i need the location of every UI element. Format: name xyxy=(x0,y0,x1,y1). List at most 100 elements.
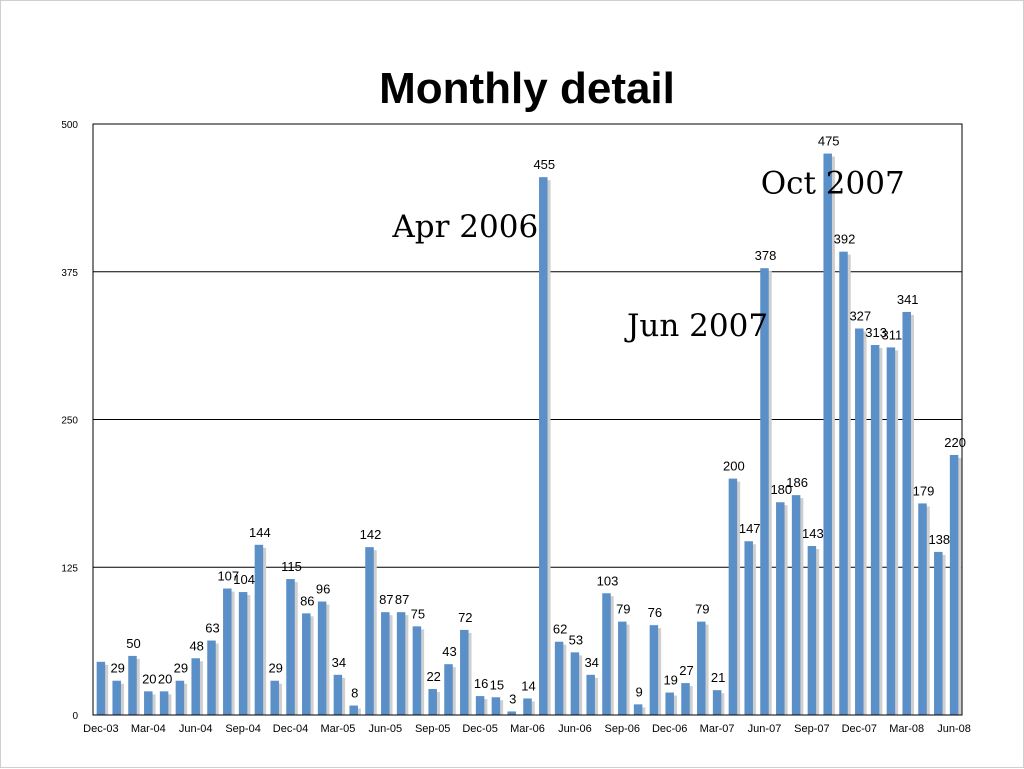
bar-Sep-06 xyxy=(618,621,627,715)
data-label-Apr-06: 455 xyxy=(533,157,555,172)
data-label-Dec-04: 115 xyxy=(281,559,302,574)
bar-Jan-04 xyxy=(112,680,121,715)
data-label-Mar-04: 20 xyxy=(142,671,156,686)
bar-Jul-04 xyxy=(207,640,216,715)
bar-Oct-07 xyxy=(823,153,832,716)
data-label-Nov-07: 392 xyxy=(834,232,856,247)
bar-Aug-06 xyxy=(602,593,611,715)
x-tick-label-Dec-07: Dec-07 xyxy=(842,723,877,735)
data-label-Jul-04: 63 xyxy=(205,621,219,636)
data-label-Feb-08: 311 xyxy=(882,327,903,342)
bar-Sep-04 xyxy=(238,592,248,715)
data-label-Mar-06: 14 xyxy=(521,678,535,693)
data-label-Sep-07: 143 xyxy=(802,526,824,541)
bar-Dec-06 xyxy=(665,692,674,715)
data-label-Aug-04: 107 xyxy=(217,569,239,584)
data-label-Aug-05: 75 xyxy=(411,606,425,621)
data-label-Apr-05: 8 xyxy=(351,686,358,701)
data-label-May-06: 62 xyxy=(553,622,567,637)
data-label-Aug-06: 103 xyxy=(597,573,619,588)
bar-Jul-05 xyxy=(396,612,406,715)
data-label-Oct-07: 475 xyxy=(818,134,840,149)
bar-Nov-05 xyxy=(460,629,469,715)
bar-Apr-04 xyxy=(159,691,169,715)
x-tick-label-Sep-05: Sep-05 xyxy=(415,723,450,735)
bar-Dec-07 xyxy=(855,328,864,715)
bar-Mar-06 xyxy=(523,698,532,715)
bar-Dec-03 xyxy=(96,661,106,715)
y-tick-label-375: 375 xyxy=(61,268,78,279)
plot-frame xyxy=(92,123,963,716)
bar-May-08 xyxy=(934,551,943,715)
data-label-Feb-07: 79 xyxy=(695,602,709,617)
data-label-Mar-05: 34 xyxy=(332,655,346,670)
data-label-May-07: 147 xyxy=(739,521,761,536)
data-label-Oct-04: 144 xyxy=(249,525,271,540)
bar-Jun-07 xyxy=(760,268,769,715)
x-tick-label-Dec-06: Dec-06 xyxy=(652,723,687,735)
data-label-Jun-04: 48 xyxy=(189,638,203,653)
bar-Oct-04 xyxy=(254,544,264,715)
bar-May-07 xyxy=(744,541,753,715)
bar-Nov-04 xyxy=(270,680,279,715)
bar-Nov-06 xyxy=(649,625,659,715)
data-label-Oct-06: 9 xyxy=(635,684,642,699)
bar-Apr-06 xyxy=(539,177,548,715)
annotation-apr-2006: Apr 2006 xyxy=(391,209,538,245)
bar-Jun-05 xyxy=(381,612,390,715)
bar-Feb-06 xyxy=(507,711,516,715)
data-label-Apr-04: 20 xyxy=(158,671,172,686)
bar-Sep-05 xyxy=(428,688,437,715)
data-label-Jan-04: 29 xyxy=(110,661,124,676)
data-label-Jul-06: 34 xyxy=(584,655,598,670)
bar-Oct-05 xyxy=(444,664,453,715)
bar-Feb-05 xyxy=(317,601,327,715)
bar-Sep-07 xyxy=(807,545,817,715)
x-tick-label-Dec-04: Dec-04 xyxy=(273,723,308,735)
x-tick-label-Dec-05: Dec-05 xyxy=(462,723,497,735)
bar-Jan-05 xyxy=(302,613,311,715)
data-label-Jan-07: 27 xyxy=(679,663,693,678)
bar-Aug-07 xyxy=(791,495,801,715)
bar-Feb-07 xyxy=(697,621,706,715)
bar-Dec-05 xyxy=(475,696,485,715)
x-tick-label-Jun-04: Jun-04 xyxy=(179,723,213,735)
x-tick-label-Dec-03: Dec-03 xyxy=(83,723,118,735)
data-label-Sep-06: 79 xyxy=(616,602,630,617)
x-tick-label-Mar-05: Mar-05 xyxy=(320,723,355,735)
y-tick-label-250: 250 xyxy=(61,416,78,427)
bar-Oct-06 xyxy=(633,704,643,715)
data-label-Mar-07: 21 xyxy=(711,670,725,685)
bar-Jun-08 xyxy=(949,454,959,715)
bar-Apr-07 xyxy=(728,478,738,715)
data-label-Feb-06: 3 xyxy=(509,691,516,706)
bar-May-05 xyxy=(365,547,374,715)
data-label-Nov-06: 76 xyxy=(648,605,662,620)
data-label-Dec-07: 327 xyxy=(849,308,871,323)
bar-Aug-04 xyxy=(223,588,232,715)
data-label-Apr-08: 179 xyxy=(913,483,935,498)
data-label-Mar-08: 341 xyxy=(897,292,919,307)
bar-Jun-06 xyxy=(570,652,580,715)
data-label-Jun-05: 87 xyxy=(379,592,393,607)
x-tick-label-Mar-04: Mar-04 xyxy=(131,723,166,735)
data-label-Jun-07: 378 xyxy=(755,248,777,263)
x-tick-label-Mar-08: Mar-08 xyxy=(889,723,924,735)
x-tick-label-Jun-06: Jun-06 xyxy=(558,723,592,735)
bar-Mar-04 xyxy=(144,691,153,715)
bar-May-04 xyxy=(175,680,185,715)
x-tick-label-Mar-07: Mar-07 xyxy=(700,723,735,735)
annotation-jun-2007: Jun 2007 xyxy=(624,308,768,344)
x-tick-label-Jun-07: Jun-07 xyxy=(748,723,782,735)
bar-Jun-04 xyxy=(191,658,200,715)
data-label-Sep-05: 22 xyxy=(426,669,440,684)
y-tick-label-125: 125 xyxy=(61,563,78,574)
data-label-May-05: 142 xyxy=(360,527,382,542)
x-tick-label-Sep-04: Sep-04 xyxy=(225,723,260,735)
bar-Jul-07 xyxy=(776,502,785,715)
data-label-Feb-05: 96 xyxy=(316,582,330,597)
data-label-May-08: 138 xyxy=(928,532,950,547)
bar-Jan-07 xyxy=(681,683,690,715)
bar-Jul-06 xyxy=(586,674,595,715)
data-label-Jan-06: 15 xyxy=(490,677,504,692)
